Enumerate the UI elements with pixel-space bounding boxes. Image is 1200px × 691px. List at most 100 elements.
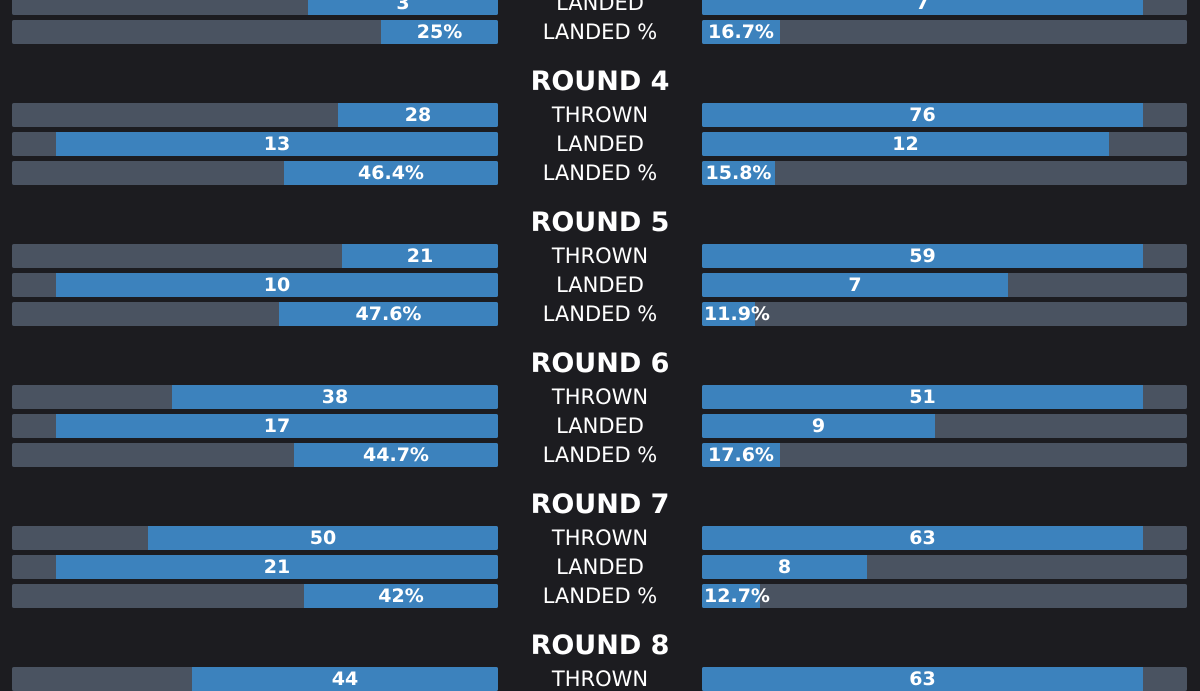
right-value-label: 7 (915, 0, 930, 14)
left-bar-track: 3 (12, 0, 498, 15)
left-bar-track: 44.7% (12, 443, 498, 467)
left-value-label: 21 (406, 245, 434, 267)
right-value-label: 16.7% (708, 21, 774, 43)
right-bar-track: 63 (702, 667, 1187, 691)
stat-label: LANDED % (542, 443, 658, 467)
left-value-label: 28 (404, 104, 432, 126)
stat-label: THROWN (551, 526, 649, 550)
left-bar-track: 42% (12, 584, 498, 608)
right-bar-fill (702, 443, 780, 467)
stat-label: LANDED % (542, 161, 658, 185)
left-value-label: 44 (331, 668, 359, 690)
right-value-label: 11.9% (704, 303, 770, 325)
left-bar-fill (294, 443, 498, 467)
left-bar-fill (338, 103, 498, 127)
left-bar-track: 38 (12, 385, 498, 409)
right-value-label: 51 (909, 386, 936, 408)
right-bar-track: 8 (702, 555, 1187, 579)
stat-label: THROWN (551, 667, 649, 691)
right-value-label: 8 (777, 556, 792, 578)
right-bar-fill (702, 244, 1143, 268)
left-value-label: 10 (263, 274, 291, 296)
right-value-label: 9 (811, 415, 826, 437)
right-bar-track: 51 (702, 385, 1187, 409)
left-value-label: 38 (321, 386, 349, 408)
right-bar-fill (702, 103, 1143, 127)
right-value-label: 59 (909, 245, 936, 267)
right-bar-fill (702, 302, 755, 326)
round-title: ROUND 6 (530, 348, 670, 379)
left-bar-fill (56, 414, 498, 438)
left-bar-fill (172, 385, 498, 409)
right-bar-fill (702, 526, 1143, 550)
punch-stats-chart: 3 LANDED 7 25% LANDED % 16.7% ROUND 4 28 THROWN 7… (12, 0, 1187, 691)
right-bar-track: 59 (702, 244, 1187, 268)
right-bar-track: 12.7% (702, 584, 1187, 608)
round-title: ROUND 4 (530, 66, 670, 97)
right-bar-track: 16.7% (702, 20, 1187, 44)
right-value-label: 12 (892, 133, 919, 155)
right-bar-fill (702, 273, 1008, 297)
left-bar-track: 44 (12, 667, 498, 691)
left-value-label: 46.4% (358, 162, 424, 184)
left-bar-fill (148, 526, 498, 550)
right-value-label: 12.7% (704, 585, 770, 607)
right-bar-fill (702, 555, 867, 579)
stat-label: LANDED % (542, 584, 658, 608)
round-title: ROUND 8 (530, 630, 670, 661)
stat-label: LANDED (556, 132, 644, 156)
right-value-label: 15.8% (705, 162, 772, 184)
left-bar-track: 47.6% (12, 302, 498, 326)
right-value-label: 63 (909, 668, 936, 690)
stat-label: LANDED % (542, 20, 658, 44)
left-bar-fill (308, 0, 498, 15)
left-bar-track: 46.4% (12, 161, 498, 185)
left-value-label: 42% (378, 585, 424, 607)
stat-label: LANDED (556, 273, 644, 297)
right-bar-track: 12 (702, 132, 1187, 156)
left-bar-fill (304, 584, 498, 608)
left-bar-track: 10 (12, 273, 498, 297)
stat-label: THROWN (551, 385, 649, 409)
left-bar-fill (279, 302, 498, 326)
right-value-label: 63 (909, 527, 936, 549)
right-value-label: 76 (909, 104, 936, 126)
right-bar-fill (702, 414, 935, 438)
right-bar-fill (702, 161, 775, 185)
right-value-label: 7 (848, 274, 862, 296)
stat-label: LANDED (556, 0, 644, 15)
left-bar-fill (381, 20, 498, 44)
left-bar-track: 50 (12, 526, 498, 550)
left-bar-fill (56, 555, 498, 579)
left-bar-fill (342, 244, 498, 268)
left-value-label: 47.6% (355, 303, 422, 325)
round-title: ROUND 7 (530, 489, 670, 520)
right-bar-fill (702, 385, 1143, 409)
round-title: ROUND 5 (530, 207, 670, 238)
right-value-label: 17.6% (708, 444, 774, 466)
right-bar-track: 15.8% (702, 161, 1187, 185)
left-bar-fill (56, 273, 498, 297)
stat-label: LANDED (556, 555, 644, 579)
left-value-label: 44.7% (363, 444, 429, 466)
stat-label: THROWN (551, 244, 649, 268)
right-bar-track: 11.9% (702, 302, 1187, 326)
right-bar-fill (702, 584, 760, 608)
left-value-label: 50 (309, 527, 337, 549)
left-bar-track: 13 (12, 132, 498, 156)
left-bar-track: 25% (12, 20, 498, 44)
left-bar-track: 21 (12, 555, 498, 579)
left-bar-track: 17 (12, 414, 498, 438)
right-bar-track: 9 (702, 414, 1187, 438)
right-bar-track: 7 (702, 0, 1187, 15)
left-bar-fill (56, 132, 498, 156)
left-value-label: 3 (396, 0, 410, 14)
stat-label: LANDED % (542, 302, 658, 326)
left-value-label: 21 (263, 556, 291, 578)
right-bar-fill (702, 132, 1109, 156)
right-bar-fill (702, 20, 780, 44)
right-bar-track: 17.6% (702, 443, 1187, 467)
right-bar-track: 63 (702, 526, 1187, 550)
left-value-label: 17 (263, 415, 291, 437)
stat-label: THROWN (551, 103, 649, 127)
